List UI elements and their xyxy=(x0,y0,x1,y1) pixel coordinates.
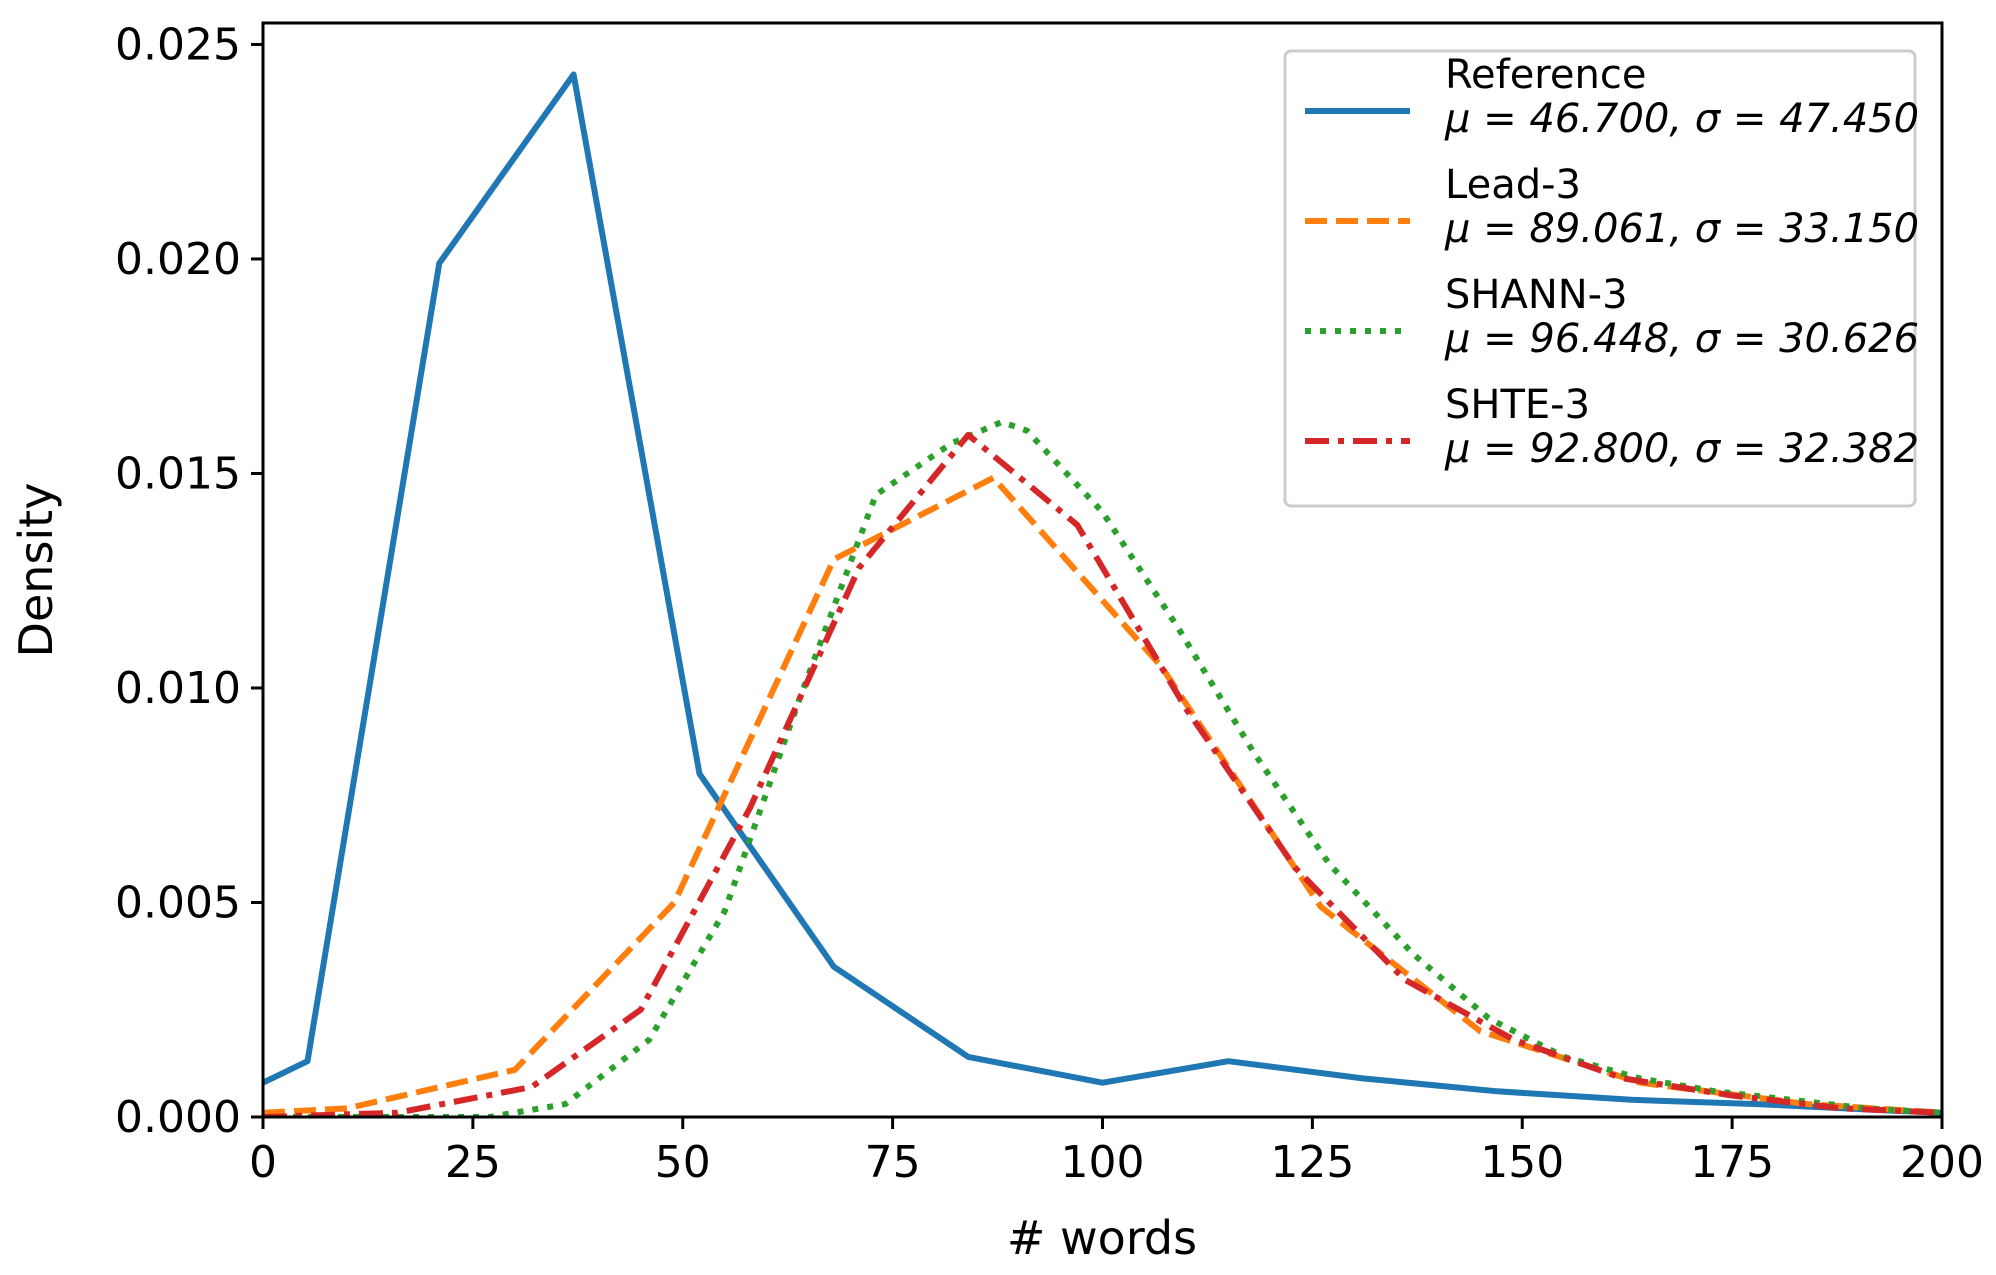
y-tick-label: 0.010 xyxy=(115,663,241,714)
y-axis-label: Density xyxy=(9,483,63,658)
y-axis: 0.000 0.005 0.010 0.015 0.020 0.025 xyxy=(115,19,263,1143)
x-tick-label: 175 xyxy=(1690,1137,1774,1188)
legend-label: SHANN-3 xyxy=(1445,272,1628,318)
x-tick-label: 125 xyxy=(1270,1137,1354,1188)
y-tick-label: 0.020 xyxy=(115,234,241,285)
series-layer xyxy=(263,71,1942,1117)
legend-stats: μ = 46.700, σ = 47.450 xyxy=(1444,96,1919,142)
x-tick-label: 200 xyxy=(1900,1137,1984,1188)
series-line-reference xyxy=(263,71,1942,1116)
series-line-shte-3 xyxy=(263,431,1942,1117)
x-tick-label: 25 xyxy=(445,1137,501,1188)
legend-label: Lead-3 xyxy=(1445,162,1581,208)
x-tick-label: 150 xyxy=(1480,1137,1564,1188)
x-axis: 0 25 50 75 100 125 150 175 200 xyxy=(249,1117,1984,1188)
y-tick-label: 0.005 xyxy=(115,877,241,928)
series-line-shann-3 xyxy=(263,419,1942,1117)
legend-label: SHTE-3 xyxy=(1445,382,1590,428)
legend-stats: μ = 89.061, σ = 33.150 xyxy=(1444,206,1919,252)
x-axis-label: # words xyxy=(1007,1211,1197,1265)
x-tick-label: 100 xyxy=(1061,1137,1145,1188)
legend-label: Reference xyxy=(1445,52,1646,98)
x-tick-label: 75 xyxy=(865,1137,921,1188)
x-tick-label: 50 xyxy=(655,1137,711,1188)
y-tick-label: 0.000 xyxy=(115,1092,241,1143)
legend-frame xyxy=(1283,49,1917,508)
legend-stats: μ = 96.448, σ = 30.626 xyxy=(1444,316,1919,362)
series-line-lead-3 xyxy=(263,474,1942,1116)
y-tick-label: 0.025 xyxy=(115,19,241,70)
x-tick-label: 0 xyxy=(249,1137,277,1188)
y-tick-label: 0.015 xyxy=(115,448,241,499)
legend-stats: μ = 92.800, σ = 32.382 xyxy=(1444,426,1919,472)
